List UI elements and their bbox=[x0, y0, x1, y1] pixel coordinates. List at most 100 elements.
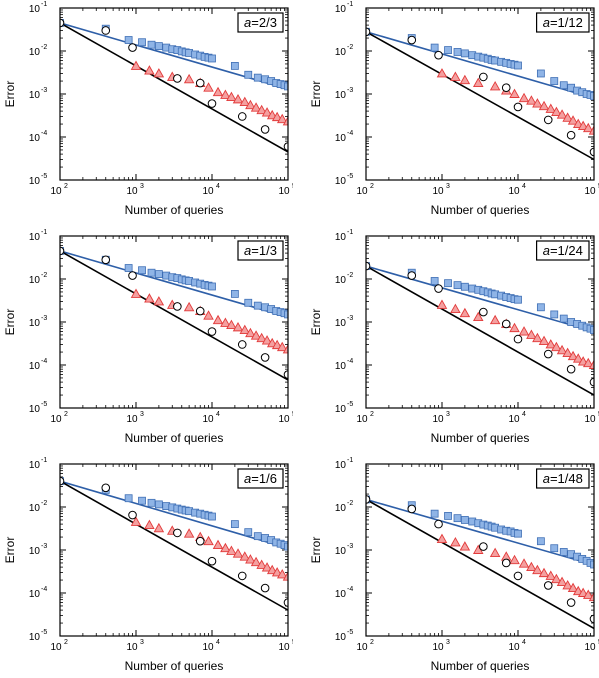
x-tick-label: 10 bbox=[278, 642, 290, 653]
triangle-point bbox=[472, 311, 484, 322]
circle-point bbox=[237, 112, 247, 121]
triangle-point bbox=[489, 314, 501, 325]
triangle-point bbox=[183, 528, 195, 538]
y-tick-exponent: -4 bbox=[41, 358, 47, 365]
y-tick-exponent: -3 bbox=[41, 315, 47, 322]
square-point bbox=[138, 496, 146, 505]
y-tick-exponent: -2 bbox=[347, 272, 353, 279]
y-axis-label: Error bbox=[309, 309, 323, 336]
annotation-frame bbox=[237, 12, 284, 33]
triangle-point bbox=[509, 322, 520, 333]
square-point bbox=[590, 92, 594, 100]
plot-area bbox=[60, 476, 288, 611]
circle-point bbox=[501, 83, 511, 93]
x-tick-exponent: 5 bbox=[292, 639, 293, 646]
plot-area bbox=[366, 261, 594, 396]
annotation-param: a bbox=[244, 243, 251, 258]
circle-point bbox=[434, 50, 443, 60]
y-tick-exponent: -4 bbox=[347, 358, 353, 365]
circle-point bbox=[195, 536, 205, 546]
minor-ticks bbox=[60, 464, 288, 636]
y-tick-exponent: -5 bbox=[347, 401, 353, 408]
triangle-point bbox=[450, 303, 461, 314]
x-tick-label: 10 bbox=[356, 414, 368, 425]
x-tick-exponent: 4 bbox=[522, 639, 526, 646]
annotation-value: =1/24 bbox=[550, 243, 583, 258]
triangle-point bbox=[271, 567, 283, 577]
annotation-value: =1/48 bbox=[550, 471, 583, 486]
x-tick-label: 10 bbox=[356, 186, 368, 197]
triangle-point bbox=[526, 95, 537, 105]
chart-panel-3: 10210310410510-110-210-310-410-5a=1/3Num… bbox=[3, 229, 293, 445]
triangle-point bbox=[226, 319, 237, 329]
y-tick-exponent: -4 bbox=[347, 586, 353, 593]
square-point bbox=[244, 70, 253, 79]
circle-fit-line bbox=[366, 265, 594, 396]
triangle-point bbox=[567, 350, 579, 361]
circle-point bbox=[513, 334, 523, 344]
square-point bbox=[550, 77, 559, 85]
y-tick-label: 10 bbox=[335, 133, 347, 144]
y-tick-label: 10 bbox=[29, 503, 41, 514]
triangle-point bbox=[582, 589, 594, 599]
annotation-frame bbox=[237, 240, 284, 261]
plot-frame bbox=[59, 463, 289, 637]
square-point bbox=[444, 279, 452, 288]
triangle-point bbox=[518, 558, 530, 568]
annotation-label: a=1/6 bbox=[244, 471, 277, 486]
triangle-point bbox=[562, 347, 573, 357]
circle-point bbox=[128, 43, 137, 52]
triangle-point bbox=[220, 542, 231, 553]
triangle-point bbox=[245, 99, 256, 110]
triangle-point bbox=[153, 296, 165, 306]
triangle-point bbox=[226, 545, 237, 555]
circle-point bbox=[543, 349, 553, 359]
circle-point bbox=[589, 147, 594, 157]
y-tick-label: 10 bbox=[335, 546, 347, 557]
x-tick-exponent: 5 bbox=[292, 183, 293, 190]
square-fit-line bbox=[60, 480, 288, 549]
circle-point bbox=[260, 583, 270, 593]
triangle-point bbox=[212, 314, 224, 325]
triangle-point bbox=[232, 321, 244, 332]
circle-point bbox=[283, 142, 288, 151]
y-tick-exponent: -2 bbox=[41, 500, 47, 507]
triangle-point bbox=[472, 77, 484, 87]
x-tick-label: 10 bbox=[278, 186, 290, 197]
triangle-point bbox=[144, 519, 155, 530]
x-tick-exponent: 2 bbox=[370, 639, 374, 646]
triangle-point bbox=[518, 92, 530, 103]
triangle-point bbox=[256, 559, 267, 569]
chart-panel-4: 10210310410510-110-210-310-410-5a=1/24Nu… bbox=[309, 229, 599, 445]
y-tick-exponent: -2 bbox=[347, 44, 353, 51]
square-point bbox=[154, 42, 163, 51]
circle-point bbox=[407, 271, 417, 280]
annotation-label: a=1/48 bbox=[543, 471, 583, 486]
circle-point bbox=[207, 99, 217, 108]
y-tick-label: 10 bbox=[29, 4, 41, 15]
x-tick-exponent: 2 bbox=[370, 411, 374, 418]
annotation-label: a=1/12 bbox=[543, 15, 583, 30]
triangle-point bbox=[450, 537, 461, 547]
y-tick-exponent: -4 bbox=[41, 130, 47, 137]
square-point bbox=[154, 500, 163, 509]
triangle-point bbox=[130, 288, 142, 298]
triangle-point bbox=[459, 541, 471, 551]
triangle-point bbox=[261, 562, 273, 572]
triangle-point bbox=[266, 564, 278, 575]
triangle-point bbox=[203, 82, 214, 92]
square-point bbox=[124, 494, 133, 503]
plot-frame bbox=[365, 235, 595, 409]
circle-point bbox=[101, 26, 111, 35]
annotation-frame bbox=[536, 240, 590, 261]
triangle-point bbox=[256, 104, 267, 115]
triangle-point bbox=[532, 332, 543, 343]
y-tick-exponent: -4 bbox=[41, 586, 47, 593]
circle-point bbox=[283, 598, 288, 607]
triangle-point bbox=[459, 74, 471, 85]
plot-frame bbox=[59, 7, 289, 181]
y-tick-exponent: -4 bbox=[347, 130, 353, 137]
circle-point bbox=[434, 519, 443, 529]
annotation-value: =1/3 bbox=[251, 243, 277, 258]
triangle-point bbox=[436, 299, 448, 309]
